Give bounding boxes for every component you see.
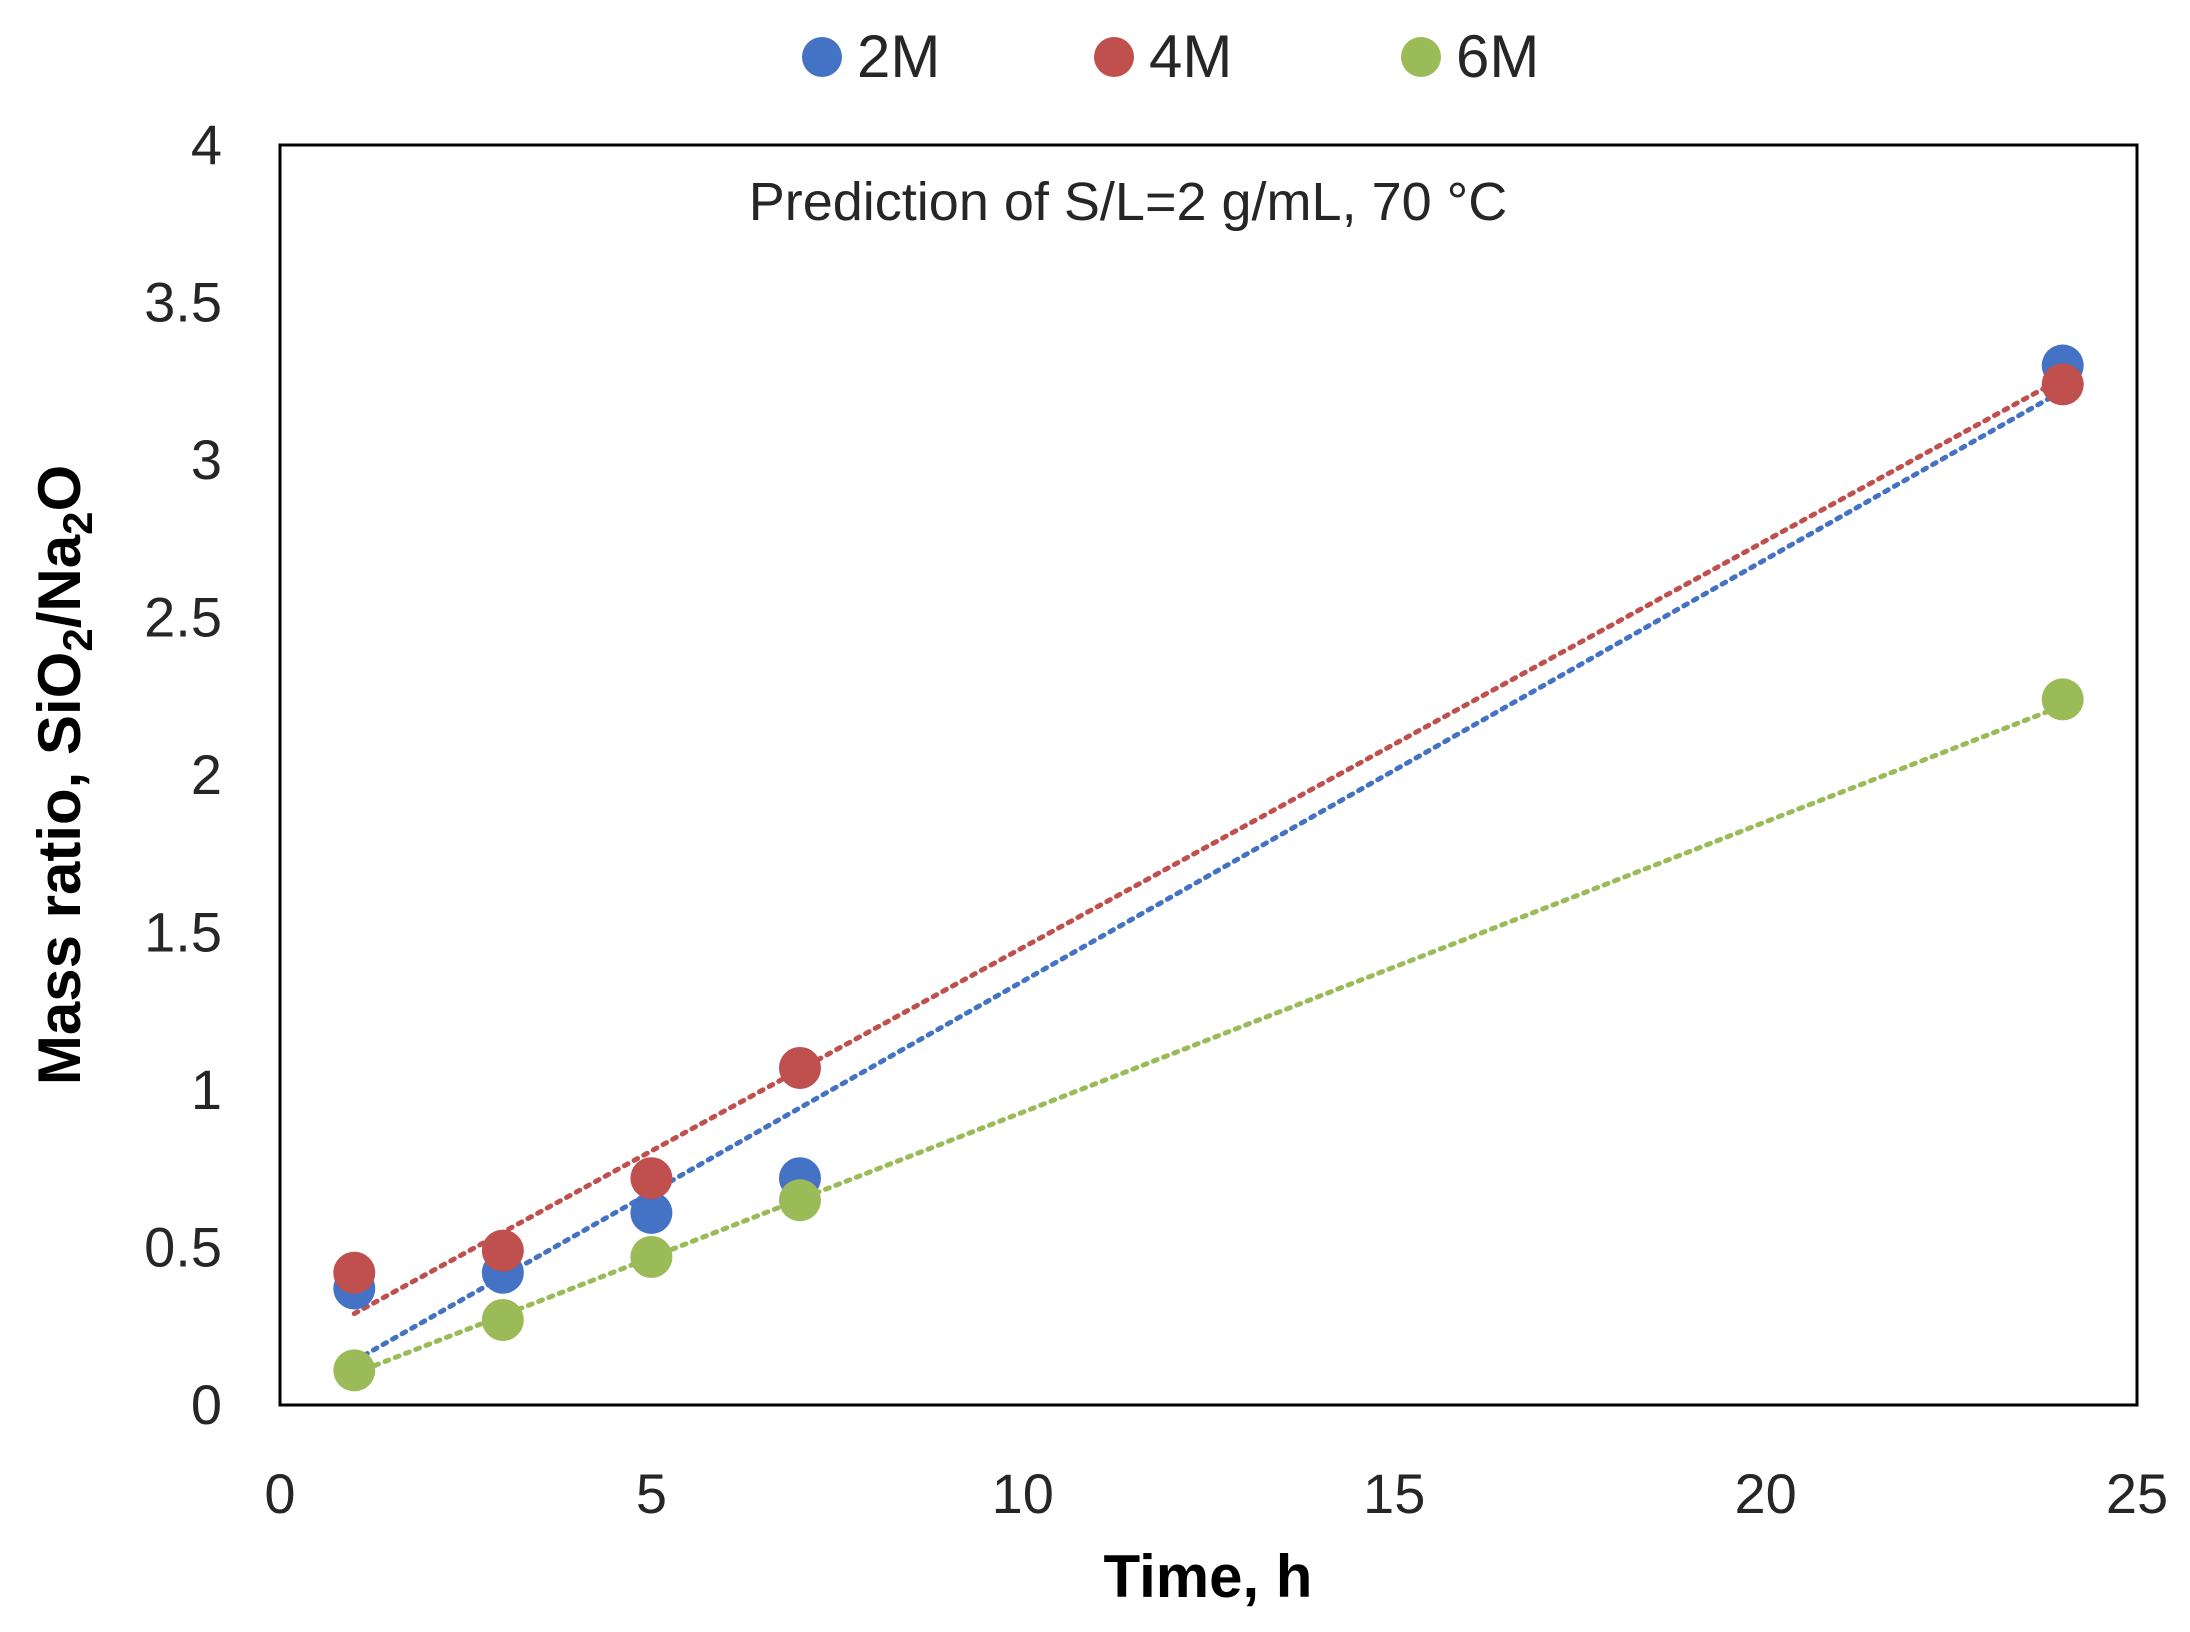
y-axis-title-suffix: O [26, 465, 93, 512]
x-axis-title: Time, h [1104, 1543, 1313, 1610]
point-4M [333, 1251, 376, 1294]
legend-item-6M: 6M [1401, 23, 1539, 90]
point-6M [630, 1235, 673, 1278]
x-tick-label: 0 [264, 1462, 295, 1525]
y-axis-title: Mass ratio, SiO2/Na2O [26, 465, 101, 1085]
legend-item-2M: 2M [802, 23, 940, 90]
point-6M [481, 1298, 524, 1341]
y-tick-label: 2 [191, 743, 222, 806]
legend-label-4M: 4M [1149, 23, 1232, 90]
x-axis-ticks: 0 5 10 15 20 25 [264, 1462, 2168, 1525]
x-tick-label: 15 [1363, 1462, 1425, 1525]
y-tick-label: 2.5 [144, 586, 222, 649]
y-axis-title-sub1: 2 [54, 628, 101, 651]
y-axis-ticks: 0 0.5 1 1.5 2 2.5 3 3.5 4 [144, 113, 222, 1436]
legend-marker-6M [1401, 37, 1441, 77]
trendline-6M [351, 703, 2066, 1376]
x-tick-label: 20 [1734, 1462, 1796, 1525]
legend-marker-2M [802, 37, 842, 77]
point-4M [630, 1157, 673, 1200]
legend-label-6M: 6M [1456, 23, 1539, 90]
y-tick-label: 3.5 [144, 271, 222, 334]
legend: 2M 4M 6M [802, 23, 1539, 90]
y-axis-title-prefix: Mass ratio, SiO [26, 652, 93, 1085]
point-6M [333, 1349, 376, 1392]
chart-annotation: Prediction of S/L=2 g/mL, 70 °C [749, 172, 1508, 232]
trendline-2M [351, 388, 2066, 1364]
legend-item-4M: 4M [1094, 23, 1232, 90]
legend-marker-4M [1094, 37, 1134, 77]
point-6M [2041, 678, 2084, 721]
point-2M [630, 1191, 673, 1234]
y-tick-label: 0 [191, 1373, 222, 1436]
data-points [333, 344, 2084, 1392]
point-6M [778, 1179, 821, 1222]
point-4M [481, 1229, 524, 1272]
plot-area [278, 143, 2139, 1407]
y-tick-label: 1.5 [144, 901, 222, 964]
x-tick-label: 5 [636, 1462, 667, 1525]
y-axis-title-mid: /Na [26, 534, 93, 628]
y-tick-label: 0.5 [144, 1216, 222, 1279]
x-tick-label: 10 [992, 1462, 1054, 1525]
y-tick-label: 1 [191, 1058, 222, 1121]
trendlines [351, 375, 2066, 1376]
y-tick-label: 4 [191, 113, 222, 176]
x-tick-label: 25 [2106, 1462, 2168, 1525]
y-tick-label: 3 [191, 428, 222, 491]
legend-label-2M: 2M [857, 23, 940, 90]
point-4M [778, 1046, 821, 1089]
y-axis-title-sub2: 2 [54, 512, 101, 535]
trendline-4M [351, 375, 2066, 1317]
point-4M [2041, 363, 2084, 406]
